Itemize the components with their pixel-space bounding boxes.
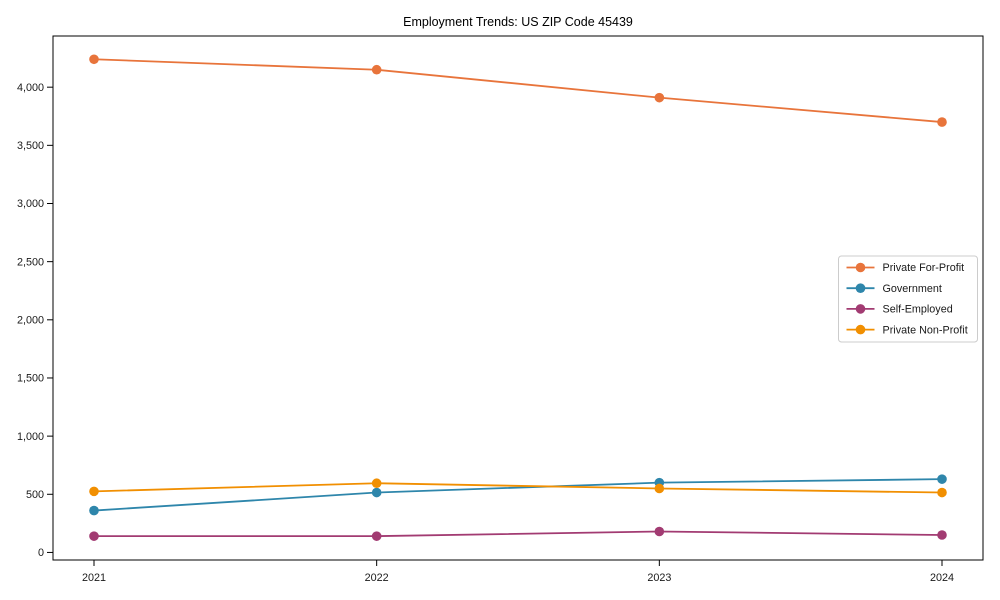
legend-marker-dot [855,262,866,273]
x-axis-tick-label: 2023 [647,572,671,584]
chart-title: Employment Trends: US ZIP Code 45439 [403,15,633,29]
series-marker-private-for-profit [89,54,99,65]
legend: Private For-Profit Government Self-Employe… [838,255,978,343]
series-line-private-for-profit [93,58,943,123]
series-line-government [93,478,943,512]
plot-area: 0 500 1,000 1,500 2,000 2,500 3,000 3,500 4,000 2… [17,54,954,584]
legend-marker-dot [855,283,866,294]
series-marker-self-employed [89,531,99,541]
legend-label: Self-Employed [883,304,953,316]
y-axis-tick-label: 500 [26,489,44,501]
series-marker-government [371,487,382,498]
series-marker-private-for-profit [937,117,947,127]
y-axis-tick-label: 2,000 [17,315,44,327]
legend-label: Government [883,283,942,295]
legend-box [838,255,978,343]
legend-marker-dot [855,324,866,335]
series-marker-private-for-profit [371,64,382,75]
series-marker-self-employed [654,526,665,537]
legend-item-private-for-profit: Private For-Profit [846,262,965,274]
x-axis-tick-label: 2024 [930,572,954,584]
legend-item-self-employed: Self-Employed [846,304,953,316]
y-axis-tick-label: 3,000 [17,198,44,210]
series-marker-private-for-profit [654,92,665,103]
legend-label: Private Non-Profit [883,324,968,336]
series-marker-private-non-profit [89,486,99,497]
series-line-self-employed [94,530,943,538]
legend-marker-dot [855,304,866,314]
series-marker-private-non-profit [371,478,382,489]
x-axis-tick-label: 2021 [82,572,106,584]
legend-item-private-non-profit: Private Non-Profit [846,324,968,336]
series-marker-government [89,505,99,516]
legend-item-government: Government [846,283,942,295]
y-axis-tick-label: 1,500 [17,373,44,385]
series-marker-private-non-profit [654,483,665,494]
plot-border [52,35,984,561]
x-axis-tick-label: 2022 [365,572,389,584]
series-marker-government [937,474,947,484]
series-marker-self-employed [937,530,947,540]
series-line-private-non-profit [93,482,943,494]
y-axis-tick-label: 1,000 [17,431,44,443]
y-axis-tick-label: 3,500 [17,140,44,152]
y-axis-tick-label: 0 [38,547,44,559]
series-marker-private-non-profit [937,487,947,498]
series-marker-self-employed [371,531,382,541]
legend-label: Private For-Profit [883,262,965,274]
y-axis-tick-label: 2,500 [17,256,44,268]
y-axis-tick-label: 4,000 [17,82,44,94]
